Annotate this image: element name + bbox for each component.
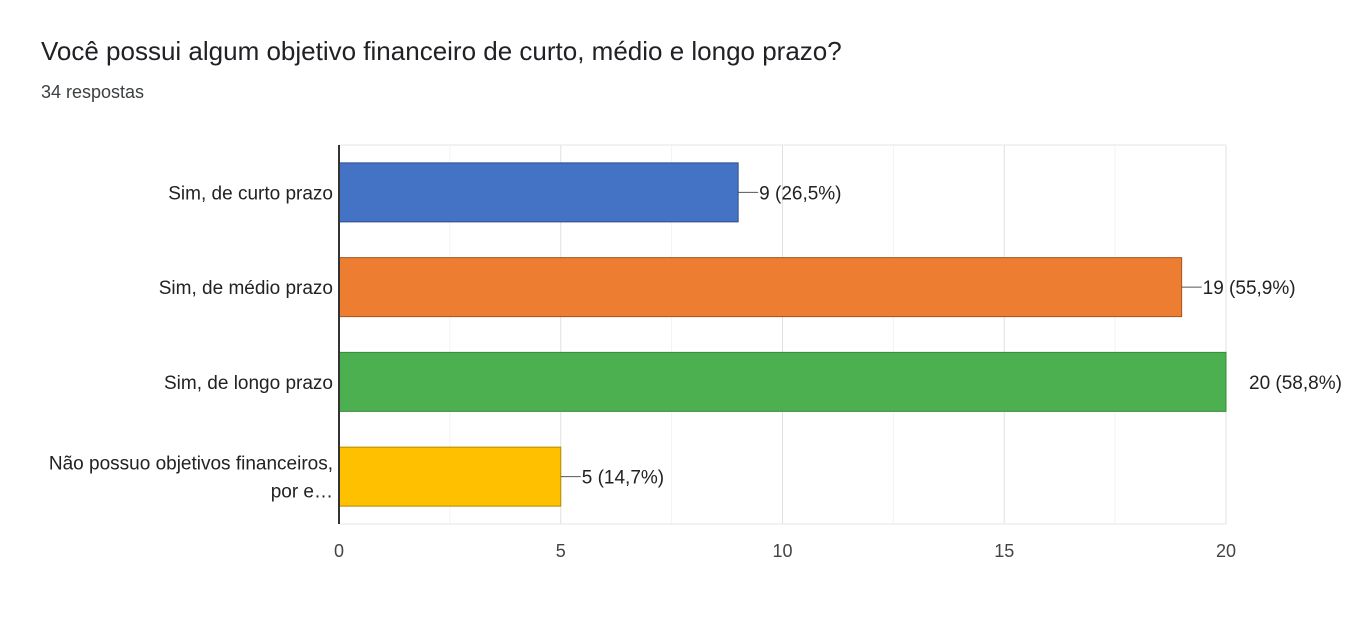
bar: [338, 162, 739, 223]
category-label: Não possuo objetivos financeiros,: [49, 454, 333, 475]
x-tick-label: 10: [772, 541, 792, 561]
data-label: 20 (58,8%): [1249, 373, 1342, 394]
x-tick-label: 0: [334, 541, 344, 561]
category-label: Sim, de longo prazo: [164, 373, 333, 394]
x-tick-label: 20: [1216, 541, 1236, 561]
category-label: Sim, de médio prazo: [159, 278, 333, 299]
x-tick-label: 15: [994, 541, 1014, 561]
data-label: 5 (14,7%): [582, 468, 664, 489]
response-count: 34 respostas: [41, 82, 145, 102]
bar: [338, 257, 1183, 318]
bar: [338, 351, 1227, 412]
category-label: Sim, de curto prazo: [168, 183, 333, 204]
data-label: 9 (26,5%): [759, 183, 841, 204]
chart-title: Você possui algum objetivo financeiro de…: [41, 36, 842, 66]
x-tick-label: 5: [556, 541, 566, 561]
data-label: 19 (55,9%): [1203, 278, 1296, 299]
category-label: por e…: [271, 482, 333, 503]
bar: [338, 446, 562, 507]
